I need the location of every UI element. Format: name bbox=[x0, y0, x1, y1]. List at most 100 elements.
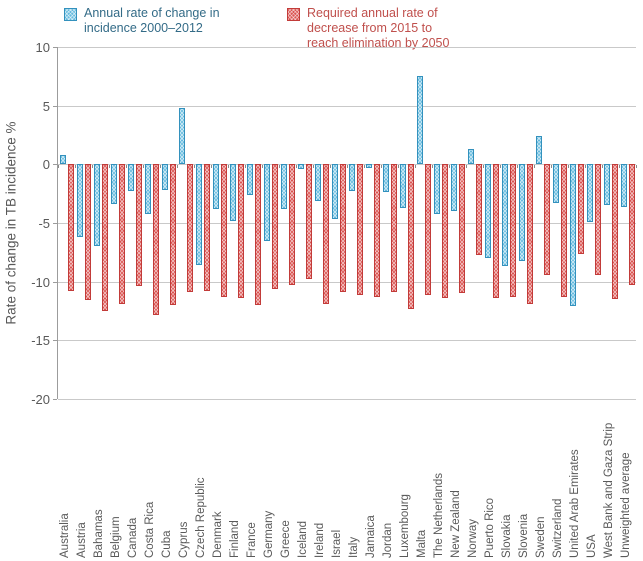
bar-blue-belgium bbox=[110, 164, 117, 205]
gridline-0 bbox=[58, 164, 636, 166]
category-tick bbox=[449, 165, 450, 169]
legend-line: decrease from 2015 to bbox=[307, 21, 433, 35]
category-tick bbox=[58, 165, 59, 169]
bar-red-greece bbox=[288, 164, 295, 286]
legend-line: Required annual rate of bbox=[307, 6, 438, 20]
legend-label-required-rate: Required annual rate of decrease from 20… bbox=[307, 6, 449, 51]
legend-line: incidence 2000–2012 bbox=[84, 21, 203, 35]
bar-blue-costa-rica bbox=[144, 164, 151, 214]
bar-blue-iceland bbox=[297, 164, 304, 170]
x-axis-label: Italy bbox=[347, 536, 360, 558]
x-axis-label: The Netherlands bbox=[432, 472, 445, 558]
bar-blue-malta bbox=[416, 76, 423, 165]
bar-blue-austria bbox=[76, 164, 83, 238]
bar-blue-italy bbox=[348, 164, 355, 192]
gridline-5 bbox=[58, 105, 636, 107]
x-axis-label: Jordan bbox=[381, 522, 394, 558]
y-tick-label: 5 bbox=[42, 98, 50, 114]
bar-red-czech-republic bbox=[203, 164, 210, 292]
legend-swatch-blue bbox=[64, 8, 77, 21]
bar-red-cyprus bbox=[186, 164, 193, 293]
bar-blue-jordan bbox=[382, 164, 389, 193]
legend-label-annual-rate: Annual rate of change in incidence 2000–… bbox=[84, 6, 220, 36]
y-tick-label: 0 bbox=[42, 157, 50, 173]
category-tick bbox=[262, 165, 263, 169]
legend-item-annual-rate: Annual rate of change in incidence 2000–… bbox=[64, 6, 220, 36]
x-axis-label: Denmark bbox=[211, 511, 224, 558]
bar-blue-greece bbox=[280, 164, 287, 209]
x-axis-label: Czech Republic bbox=[194, 477, 207, 558]
x-axis-label: Greece bbox=[279, 520, 292, 558]
y-tick-mark bbox=[53, 281, 57, 283]
plot-area bbox=[57, 47, 637, 400]
bar-blue-switzerland bbox=[552, 164, 559, 204]
legend-swatch-red bbox=[287, 8, 300, 21]
legend-item-required-rate: Required annual rate of decrease from 20… bbox=[287, 6, 449, 51]
y-tick-mark bbox=[53, 164, 57, 166]
x-axis-label: Australia bbox=[58, 513, 71, 558]
category-tick bbox=[500, 165, 501, 169]
category-tick bbox=[568, 165, 569, 169]
bar-blue-france bbox=[246, 164, 253, 195]
bar-red-france bbox=[254, 164, 261, 306]
category-tick bbox=[194, 165, 195, 169]
bar-blue-norway bbox=[467, 149, 474, 165]
bar-blue-slovenia bbox=[518, 164, 525, 261]
y-tick-mark bbox=[53, 47, 57, 48]
bar-red-the-netherlands bbox=[441, 164, 448, 299]
bar-blue-the-netherlands bbox=[433, 164, 440, 214]
bar-blue-new-zealand bbox=[450, 164, 457, 212]
x-axis-label: Canada bbox=[126, 517, 139, 558]
category-tick bbox=[245, 165, 246, 169]
bar-red-jamaica bbox=[373, 164, 380, 297]
x-axis-label: United Arab Emirates bbox=[568, 449, 581, 558]
legend-line: Annual rate of change in bbox=[84, 6, 220, 20]
y-tick-label: -20 bbox=[31, 392, 50, 407]
x-axis-label: Cyprus bbox=[177, 521, 190, 558]
category-tick bbox=[398, 165, 399, 169]
category-tick bbox=[636, 165, 637, 169]
x-axis-label: USA bbox=[585, 534, 598, 558]
bar-blue-west-bank-and-gaza-strip bbox=[603, 164, 610, 206]
bar-blue-puerto-rico bbox=[484, 164, 491, 259]
bar-red-germany bbox=[271, 164, 278, 289]
x-axis-label: Sweden bbox=[534, 516, 547, 558]
bar-red-iceland bbox=[305, 164, 312, 280]
bar-red-jordan bbox=[390, 164, 397, 293]
x-axis-label: Germany bbox=[262, 510, 275, 558]
x-axis-label: Unweighted average bbox=[619, 452, 632, 559]
bar-blue-bahamas bbox=[93, 164, 100, 247]
bar-blue-canada bbox=[127, 164, 134, 192]
x-axis-label: Finland bbox=[228, 520, 241, 558]
bar-blue-israel bbox=[331, 164, 338, 220]
category-tick bbox=[415, 165, 416, 169]
category-tick bbox=[483, 165, 484, 169]
bar-blue-australia bbox=[59, 154, 66, 165]
y-tick-label: -10 bbox=[31, 274, 50, 290]
bar-red-slovenia bbox=[526, 164, 533, 304]
bar-blue-united-arab-emirates bbox=[569, 164, 576, 307]
y-tick-mark bbox=[53, 399, 57, 400]
bar-red-costa-rica bbox=[152, 164, 159, 315]
bar-red-sweden bbox=[543, 164, 550, 275]
bar-blue-cuba bbox=[161, 164, 168, 191]
bar-red-denmark bbox=[220, 164, 227, 297]
bar-red-norway bbox=[475, 164, 482, 255]
x-axis-label: Belgium bbox=[109, 516, 122, 558]
bar-red-australia bbox=[67, 164, 74, 292]
category-tick bbox=[330, 165, 331, 169]
bar-red-puerto-rico bbox=[492, 164, 499, 299]
x-axis-label: Jamaica bbox=[364, 515, 377, 558]
category-tick bbox=[551, 165, 552, 169]
category-tick bbox=[228, 165, 229, 169]
category-tick bbox=[585, 165, 586, 169]
bar-blue-unweighted-average bbox=[620, 164, 627, 207]
bar-blue-sweden bbox=[535, 136, 542, 165]
gridline-10 bbox=[58, 47, 636, 48]
x-axis-label: Ireland bbox=[313, 522, 326, 558]
bar-red-luxembourg bbox=[407, 164, 414, 309]
category-tick bbox=[619, 165, 620, 169]
category-tick bbox=[92, 165, 93, 169]
y-tick-label: -5 bbox=[38, 216, 50, 231]
